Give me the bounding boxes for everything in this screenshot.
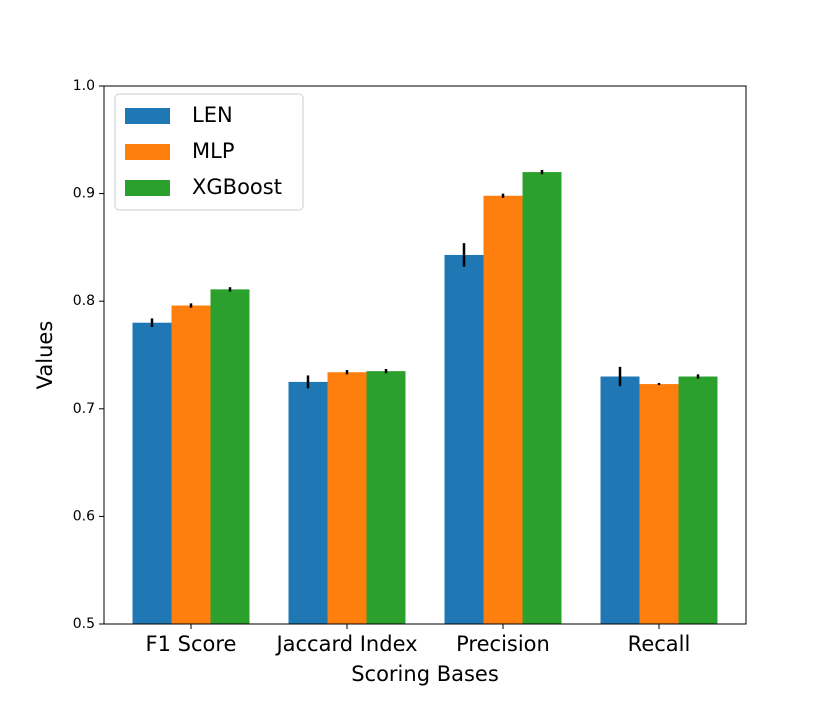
- bar: [678, 376, 718, 624]
- bar: [132, 322, 172, 624]
- y-tick-label: 0.6: [73, 508, 95, 524]
- y-tick-label: 1.0: [73, 78, 95, 94]
- bar: [171, 305, 211, 624]
- x-tick-label: Recall: [628, 632, 691, 656]
- bar: [210, 289, 250, 624]
- legend-swatch: [125, 108, 170, 124]
- x-tick-label: Jaccard Index: [274, 632, 417, 656]
- bar: [522, 172, 562, 624]
- legend-swatch: [125, 144, 170, 160]
- bar: [366, 371, 406, 624]
- bar: [483, 195, 523, 624]
- legend-label: XGBoost: [192, 175, 282, 199]
- bar: [600, 376, 640, 624]
- y-tick-label: 0.9: [73, 186, 95, 202]
- y-tick-label: 0.5: [73, 616, 95, 632]
- y-axis-label: Values: [33, 321, 57, 390]
- y-tick-label: 0.8: [73, 293, 95, 309]
- plot-frame: [103, 85, 747, 625]
- y-tick-label: 0.7: [73, 401, 95, 417]
- legend-label: MLP: [192, 139, 234, 163]
- x-tick-label: Precision: [456, 632, 550, 656]
- bar: [327, 372, 367, 624]
- bar: [639, 384, 679, 624]
- x-axis-label: Scoring Bases: [351, 662, 499, 686]
- x-tick-label: F1 Score: [146, 632, 237, 656]
- bar: [444, 254, 484, 624]
- legend-label: LEN: [192, 103, 233, 127]
- bar: [288, 381, 328, 624]
- legend-swatch: [125, 180, 170, 196]
- legend: LEN MLP XGBoost: [114, 93, 304, 211]
